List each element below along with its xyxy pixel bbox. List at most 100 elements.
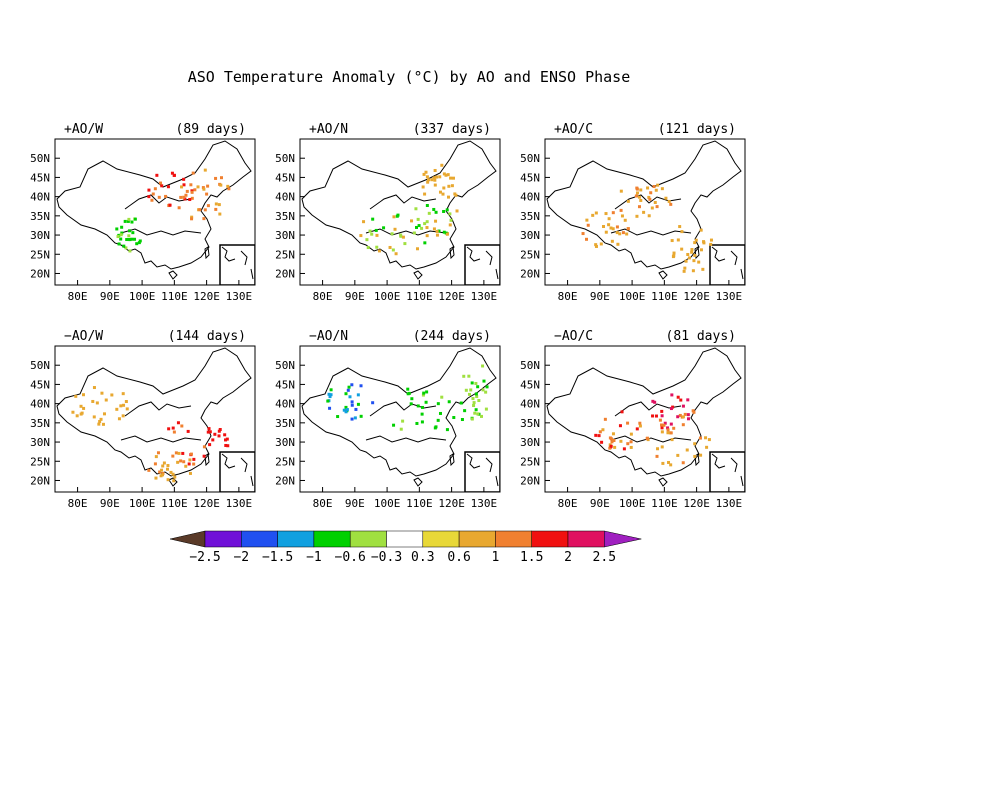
station-dot: [693, 241, 697, 245]
station-dot: [681, 423, 685, 427]
station-dot: [604, 230, 608, 234]
scs-inset-coast: [466, 246, 499, 280]
station-dot: [217, 203, 221, 207]
station-dot: [205, 192, 209, 196]
station-dot: [626, 199, 630, 203]
y-tick-label: 40N: [30, 191, 50, 204]
station-dot: [359, 384, 363, 388]
station-dot: [435, 233, 439, 237]
station-dot: [667, 199, 671, 203]
station-dot: [442, 209, 446, 213]
station-dot: [635, 427, 639, 431]
y-tick-label: 35N: [275, 210, 295, 223]
station-dot: [409, 402, 413, 406]
station-dot: [438, 411, 442, 415]
station-dot: [371, 217, 375, 221]
station-dot: [327, 392, 331, 396]
station-dot: [117, 242, 121, 246]
station-dot: [672, 254, 676, 258]
station-dot: [607, 217, 611, 221]
station-dot: [699, 453, 703, 457]
station-dot: [474, 408, 478, 412]
station-dot: [423, 222, 427, 226]
colorbar-box: [241, 530, 278, 548]
station-dot: [440, 395, 444, 399]
station-dot: [433, 183, 437, 187]
station-dot: [203, 208, 207, 212]
colorbar-label: −1.5: [262, 550, 293, 565]
y-tick-label: 35N: [275, 417, 295, 430]
x-tick-label: 100E: [619, 497, 646, 510]
x-tick-label: 120E: [193, 497, 220, 510]
y-tick-label: 35N: [30, 210, 50, 223]
china-outline: [301, 140, 497, 270]
station-dot: [121, 392, 125, 396]
x-tick-label: 100E: [129, 290, 156, 303]
station-dot: [182, 183, 186, 187]
station-dot: [447, 400, 451, 404]
station-dot: [425, 234, 429, 238]
y-tick-label: 50N: [275, 152, 295, 165]
taiwan-island: [204, 246, 210, 260]
station-dot: [692, 259, 696, 263]
yellow-river: [369, 194, 437, 210]
station-dot: [447, 184, 451, 188]
station-dot: [158, 470, 162, 474]
station-dot: [80, 411, 84, 415]
station-dot: [187, 462, 191, 466]
station-dot: [452, 416, 456, 420]
station-dot: [637, 205, 641, 209]
station-dot: [167, 427, 171, 431]
station-dot: [655, 205, 659, 209]
station-dot: [449, 218, 453, 222]
station-dot: [157, 195, 161, 199]
station-dot: [104, 398, 108, 402]
figure-title: ASO Temperature Anomaly (°C) by AO and E…: [188, 68, 631, 86]
station-dot: [218, 428, 222, 432]
station-dot: [353, 416, 357, 420]
station-dot: [213, 432, 217, 436]
station-dot: [342, 408, 346, 412]
station-dot: [660, 430, 664, 434]
station-dot: [185, 189, 189, 193]
station-dot: [662, 423, 666, 427]
yangtze-river: [365, 228, 447, 236]
station-dot: [594, 433, 598, 437]
panel-label: −AO/C: [554, 329, 593, 344]
station-dot: [653, 200, 657, 204]
station-dot: [344, 392, 348, 396]
scs-inset-box: [709, 244, 745, 285]
station-dot: [455, 209, 459, 213]
station-dot: [626, 421, 630, 425]
y-tick-label: 40N: [30, 398, 50, 411]
station-dot: [177, 451, 181, 455]
station-dot: [127, 217, 131, 221]
station-dot: [454, 193, 458, 197]
station-dot: [393, 227, 397, 231]
station-dot: [586, 223, 590, 227]
station-dot: [203, 168, 207, 172]
china-outline: [301, 347, 497, 477]
station-dot: [697, 260, 701, 264]
station-dot: [371, 401, 375, 405]
station-dot: [390, 232, 394, 236]
station-dot: [424, 170, 428, 174]
panel-label: −AO/N: [309, 329, 348, 344]
x-tick-label: 120E: [438, 497, 465, 510]
station-dot: [219, 176, 223, 180]
station-dot: [476, 412, 480, 416]
station-dot: [375, 233, 379, 237]
station-dot: [421, 393, 425, 397]
station-dot: [581, 232, 585, 236]
station-dots: [115, 168, 231, 253]
y-tick-label: 50N: [30, 152, 50, 165]
station-dot: [125, 407, 129, 411]
yangtze-river: [120, 228, 202, 236]
y-tick-label: 25N: [275, 248, 295, 261]
station-dot: [460, 418, 464, 422]
station-dot: [171, 426, 175, 430]
station-dot: [71, 410, 75, 414]
station-dot: [620, 214, 624, 218]
station-dot: [670, 239, 674, 243]
